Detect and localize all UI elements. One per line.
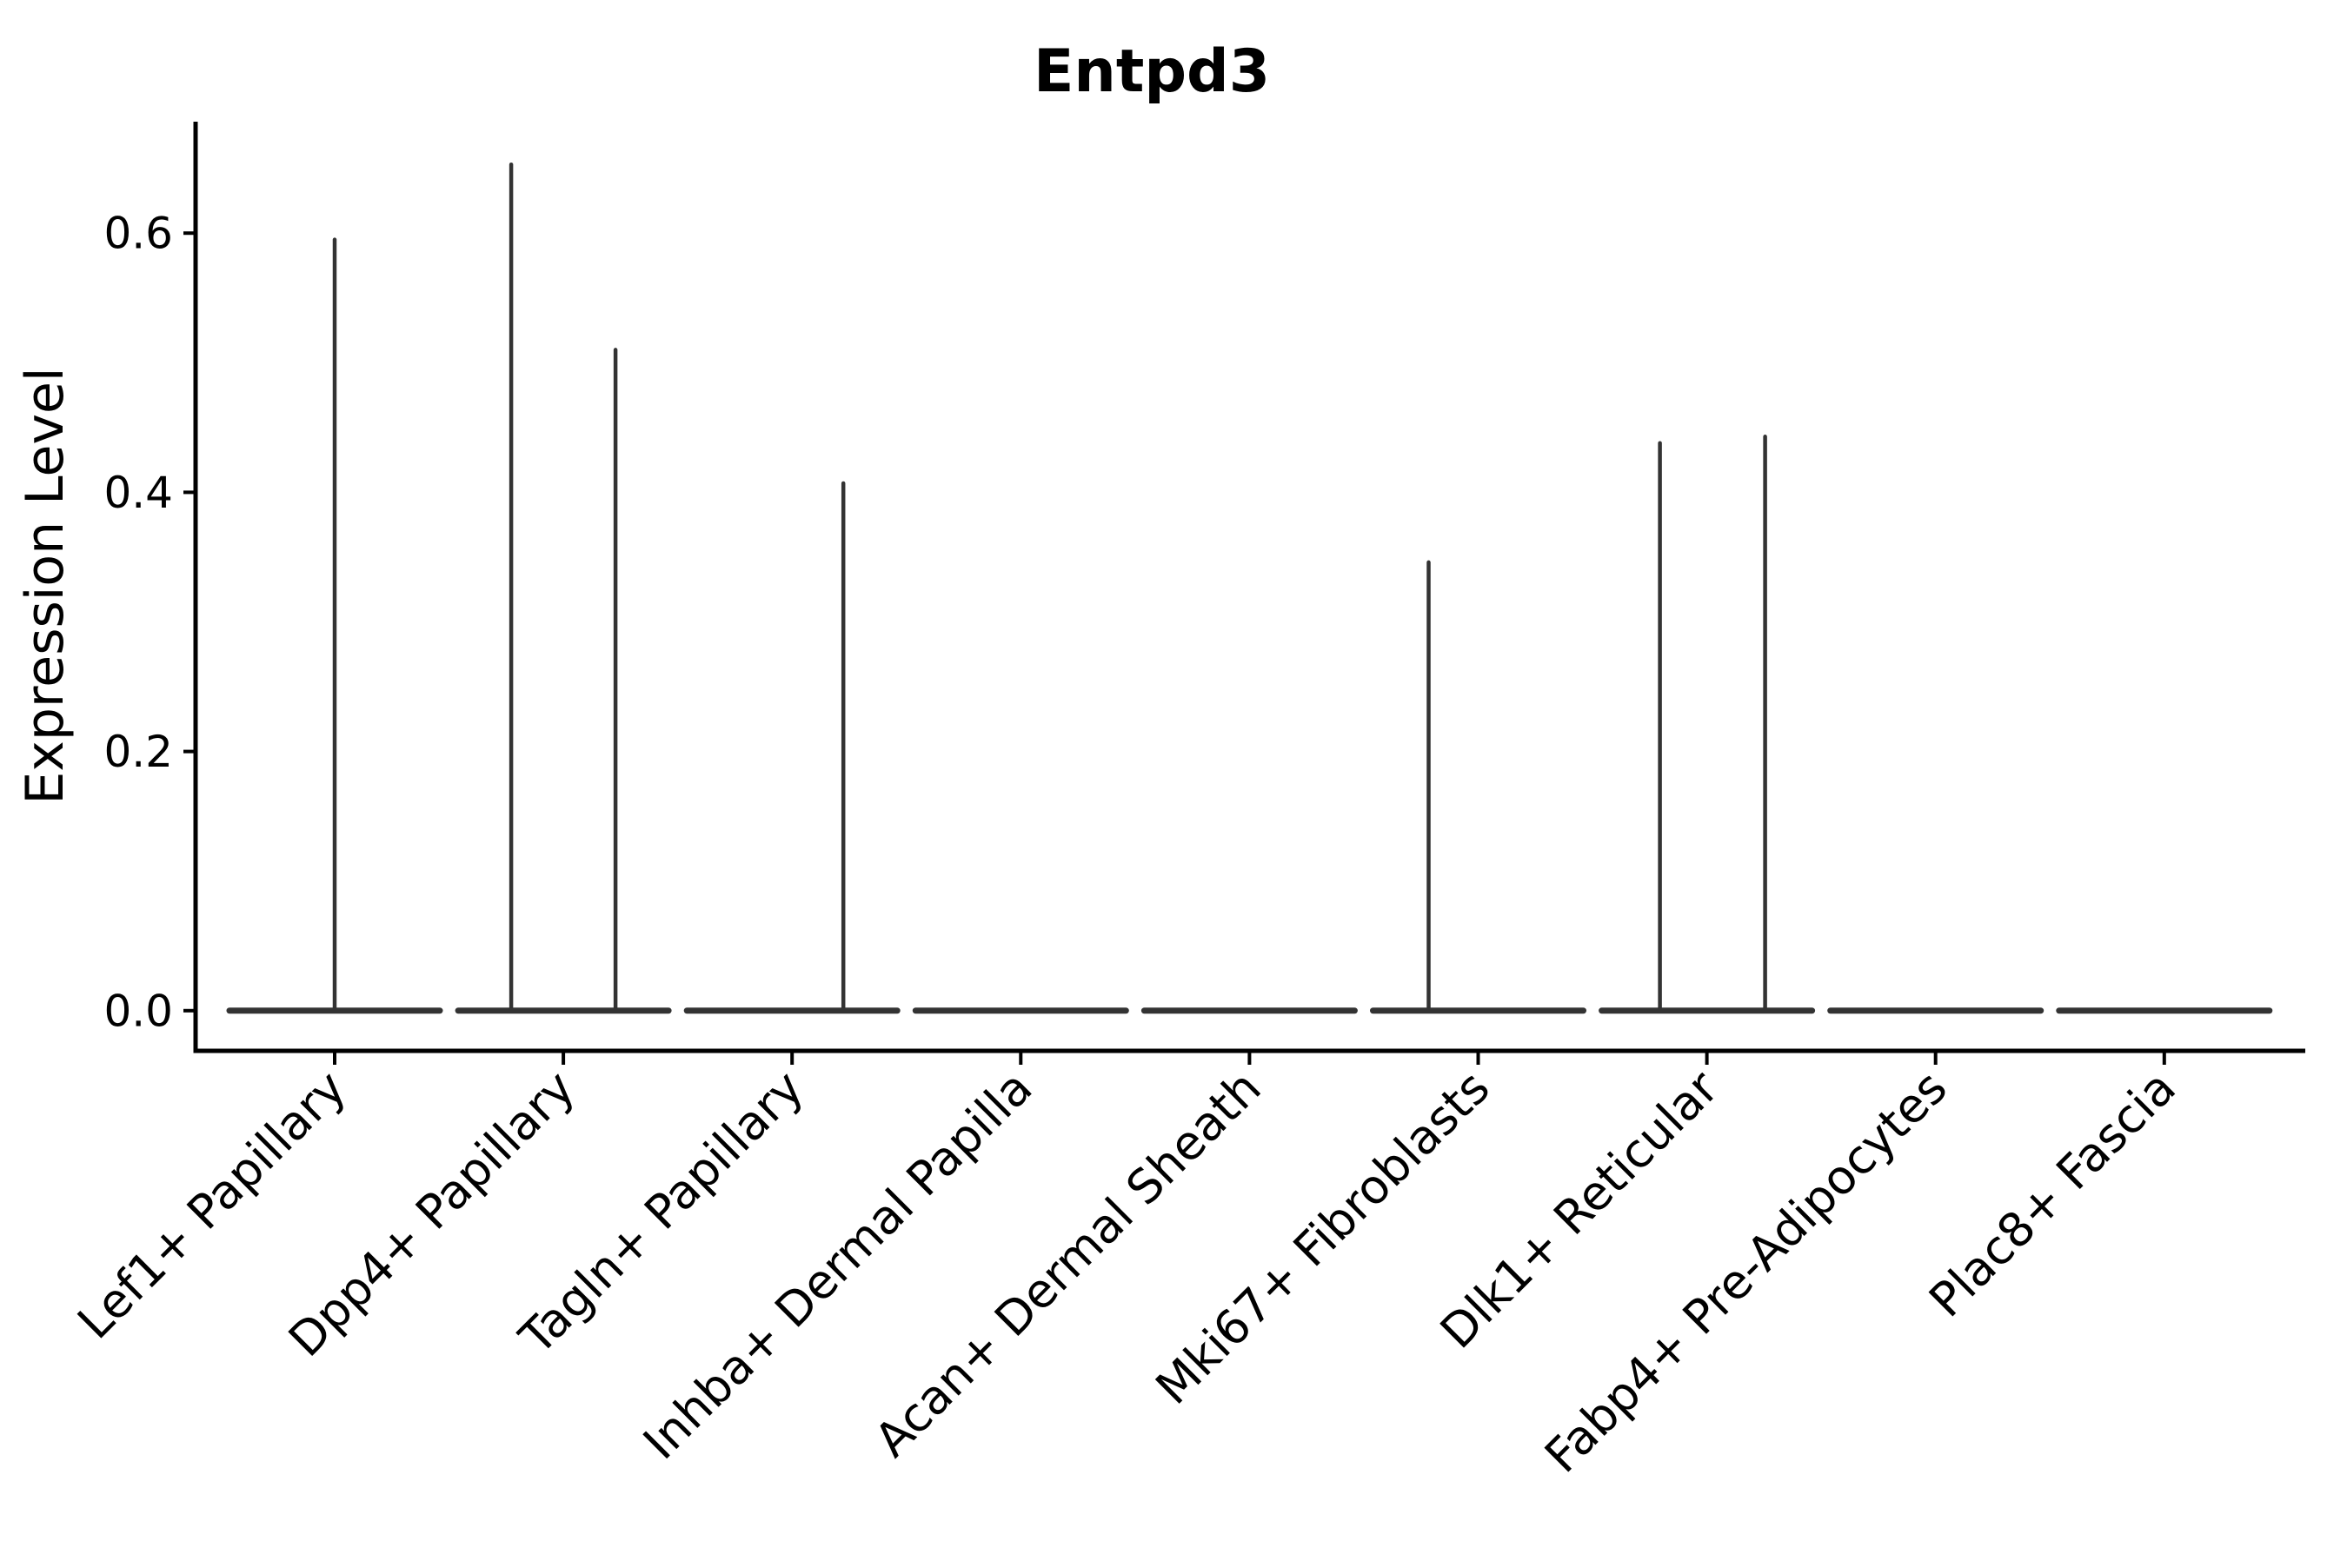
violin [226, 237, 443, 1014]
violins-group [226, 162, 2273, 1014]
y-tick-label: 0.0 [103, 986, 173, 1036]
violin [1599, 435, 1816, 1014]
y-axis-label: Expression Level [15, 367, 76, 804]
violin [683, 481, 901, 1014]
y-tick-label: 0.4 [103, 468, 173, 518]
y-axis-ticks: 0.0 0.2 0.4 0.6 [103, 209, 196, 1036]
x-category-label: Fabp4+ Pre-Adipocytes [1534, 1060, 1958, 1484]
x-category-label: Plac8+ Fascia [1918, 1060, 2186, 1328]
y-tick-label: 0.6 [103, 209, 173, 259]
violin [455, 162, 672, 1014]
x-category-label: Inhba+ Dermal Papilla [633, 1060, 1042, 1470]
plot-title: Entpd3 [1034, 37, 1270, 106]
violin [1370, 560, 1586, 1014]
y-tick-label: 0.2 [103, 727, 173, 777]
x-category-label: Acan+ Dermal Sheath [864, 1060, 1271, 1467]
